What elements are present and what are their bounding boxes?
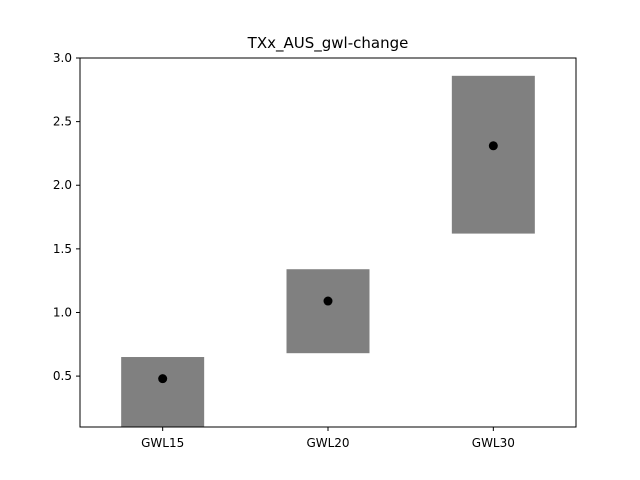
range-bar-gwl30 xyxy=(451,75,535,234)
plot-area xyxy=(121,75,535,427)
chart-title: TXx_AUS_gwl-change xyxy=(247,34,409,52)
point-gwl20 xyxy=(323,296,333,306)
point-gwl30 xyxy=(488,141,498,151)
range-bar-gwl20 xyxy=(286,269,370,354)
y-tick-label: 1.5 xyxy=(53,242,72,256)
x-tick-label: GWL15 xyxy=(141,436,184,450)
point-gwl15 xyxy=(158,374,168,384)
y-tick-label: 2.5 xyxy=(53,115,72,129)
y-tick-label: 0.5 xyxy=(53,369,72,383)
range-bar-gwl15 xyxy=(121,357,205,427)
y-tick-label: 1.0 xyxy=(53,305,72,319)
x-tick-label: GWL20 xyxy=(306,436,349,450)
x-tick-label: GWL30 xyxy=(472,436,515,450)
y-tick-label: 2.0 xyxy=(53,178,72,192)
y-tick-label: 3.0 xyxy=(53,51,72,65)
